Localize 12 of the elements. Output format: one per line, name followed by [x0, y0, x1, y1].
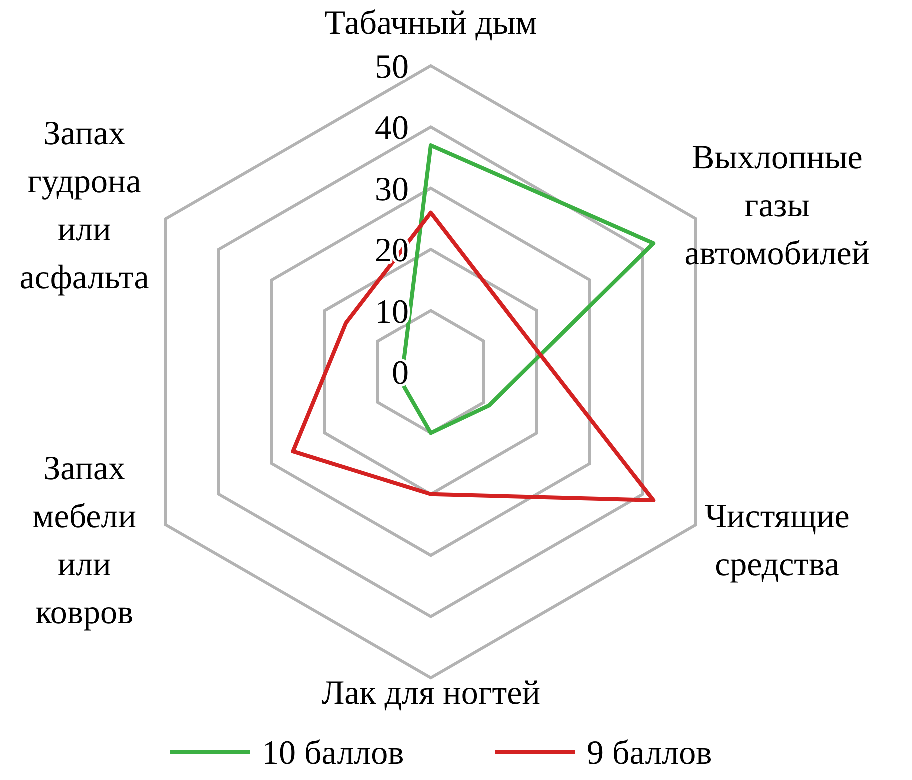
spoke-label: Запах гудрона или асфальта: [20, 116, 150, 296]
y-tick-label: 40: [375, 110, 409, 148]
spoke-label: Лак для ногтей: [322, 675, 540, 712]
spoke-label: Запах мебели или ковров: [32, 450, 136, 632]
legend-label: 9 баллов: [587, 735, 712, 772]
spoke-label: Табачный дым: [324, 5, 538, 42]
legend-label: 10 баллов: [262, 735, 404, 772]
y-tick-label: 10: [375, 294, 409, 331]
spoke-label: Чистящие средства: [704, 498, 850, 584]
y-tick-label: 30: [375, 171, 409, 208]
y-tick-label: 50: [375, 49, 409, 86]
spoke-label: Выхлопные газы автомобилей: [684, 140, 870, 272]
